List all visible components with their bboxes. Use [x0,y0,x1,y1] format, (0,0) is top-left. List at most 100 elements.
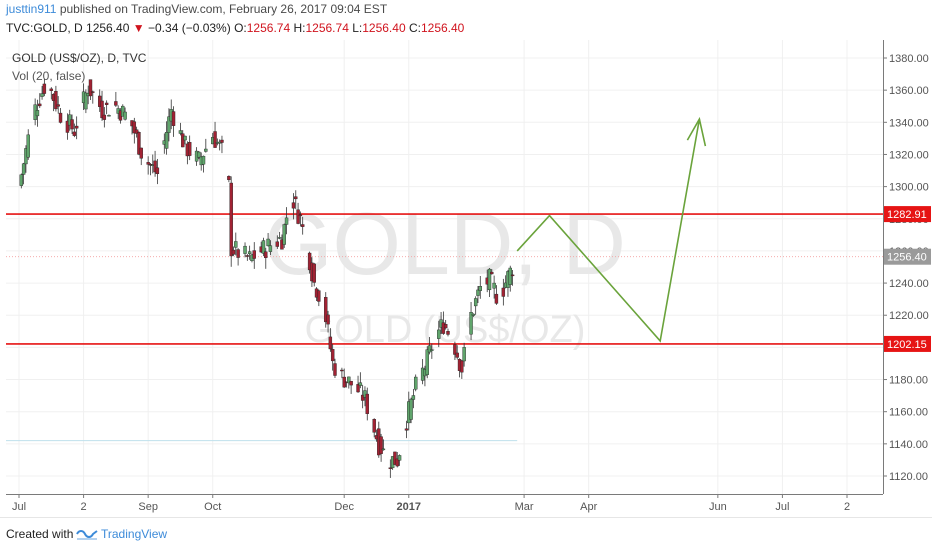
candle-body [204,148,208,152]
candle-body [229,182,233,257]
candle-body [137,132,141,155]
symbol-label: TVC:GOLD, D [6,21,83,35]
candle-body [340,369,344,372]
time-tick-label: Jun [709,501,727,513]
price-label-text: 1282.91 [887,209,927,221]
price-tick-label: 1140.00 [889,439,928,451]
candle-body [42,83,47,94]
candle-body [358,382,363,386]
candle-body [492,282,496,289]
candle-body [455,352,459,358]
candle-body [397,455,402,461]
candle-body [54,91,58,110]
candle-body [70,119,74,130]
candle-body [356,384,360,393]
candle-body [284,217,289,225]
price-tick-label: 1240.00 [889,278,929,290]
candle-body [264,251,268,259]
candle-body [49,88,53,91]
candle-body [167,116,171,133]
candle-body [201,155,206,165]
candle-body [88,79,93,97]
time-tick-label: 2 [81,501,87,513]
price-chart[interactable]: GOLD, D GOLD (US$/OZ) GOLD (US$/OZ), D, … [0,0,932,517]
chart-header: justtin911 published on TradingView.com,… [0,0,932,40]
time-tick-label: 2 [844,501,850,513]
candle-body [121,105,125,117]
volume-indicator-label[interactable]: Vol (20, false) [12,69,85,83]
price-tick-label: 1360.00 [889,85,929,97]
candle-body [134,129,139,134]
price-label-box [884,206,931,223]
candle-body [473,298,478,307]
candle-body [282,224,286,245]
candle-body [294,196,298,200]
candle-body [501,287,506,297]
author-link[interactable]: justtin911 [6,2,57,16]
tradingview-brand[interactable]: TradingView [101,527,168,541]
time-tick-label: Jul [775,501,789,513]
candle-body [268,245,273,252]
publish-info: justtin911 published on TradingView.com,… [6,2,387,16]
candle-body [261,240,266,254]
time-tick-label: Jul [12,501,26,513]
candle-body [425,349,429,375]
candle-body [490,271,494,275]
price-axis[interactable]: 1120.001140.001160.001180.001200.001220.… [883,40,931,494]
low-value: 1256.40 [362,21,406,35]
candle-body [227,176,231,181]
time-tick-label: Dec [334,501,354,513]
candle-body [155,167,160,175]
price-change: −0.34 (−0.03%) [148,21,231,35]
last-price: 1256.40 [86,21,130,35]
candle-body [430,349,434,351]
high-value: 1256.74 [305,21,349,35]
candle-body [409,398,413,420]
level-lines [6,213,883,442]
tradingview-logo-icon [76,530,98,540]
candle-body [296,209,300,224]
candle-body [411,395,416,400]
candle-body [153,160,157,173]
created-with-label: Created with [6,527,74,541]
time-tick-label: Apr [580,501,597,513]
price-label-box [884,248,931,265]
candle-body [437,329,441,339]
price-label-text: 1256.40 [887,252,927,264]
candle-body [19,174,24,186]
price-tick-label: 1220.00 [889,310,929,322]
time-tick-label: Oct [204,501,221,513]
candle-body [243,245,247,254]
open-label: O: [234,21,247,35]
candle-body [146,162,150,165]
candle-body [427,345,432,353]
candle-body [372,419,376,433]
candle-body [35,110,40,117]
chart-title: GOLD (US$/OZ), D, TVC [12,51,147,65]
plot-area[interactable] [0,40,883,494]
time-tick-label: Mar [515,501,534,513]
candle-body [40,93,44,97]
candle-body [300,224,305,227]
candle-body [58,112,63,123]
candle-body [197,151,201,158]
close-value: 1256.40 [420,21,465,35]
candle-body [178,130,183,134]
candle-body [471,313,476,316]
grid [6,40,883,494]
candle-body [100,100,104,119]
candle-body [231,249,236,255]
candle-body [234,241,238,248]
price-tick-label: 1160.00 [889,407,928,419]
candle-body [328,336,333,350]
candle-body [510,274,515,277]
candle-body [379,436,383,454]
candle-body [164,132,169,149]
ohlc-info: TVC:GOLD, D 1256.40 ▼ −0.34 (−0.03%) O:1… [6,21,464,35]
candle-body [139,147,143,159]
candle-body [494,293,499,304]
candle-body [349,380,353,386]
time-axis[interactable]: Jul 2 Sep Oct Dec 2017 Mar Apr Jun Jul 2 [6,494,883,513]
candle-body [181,133,185,148]
candle-body [102,114,107,120]
